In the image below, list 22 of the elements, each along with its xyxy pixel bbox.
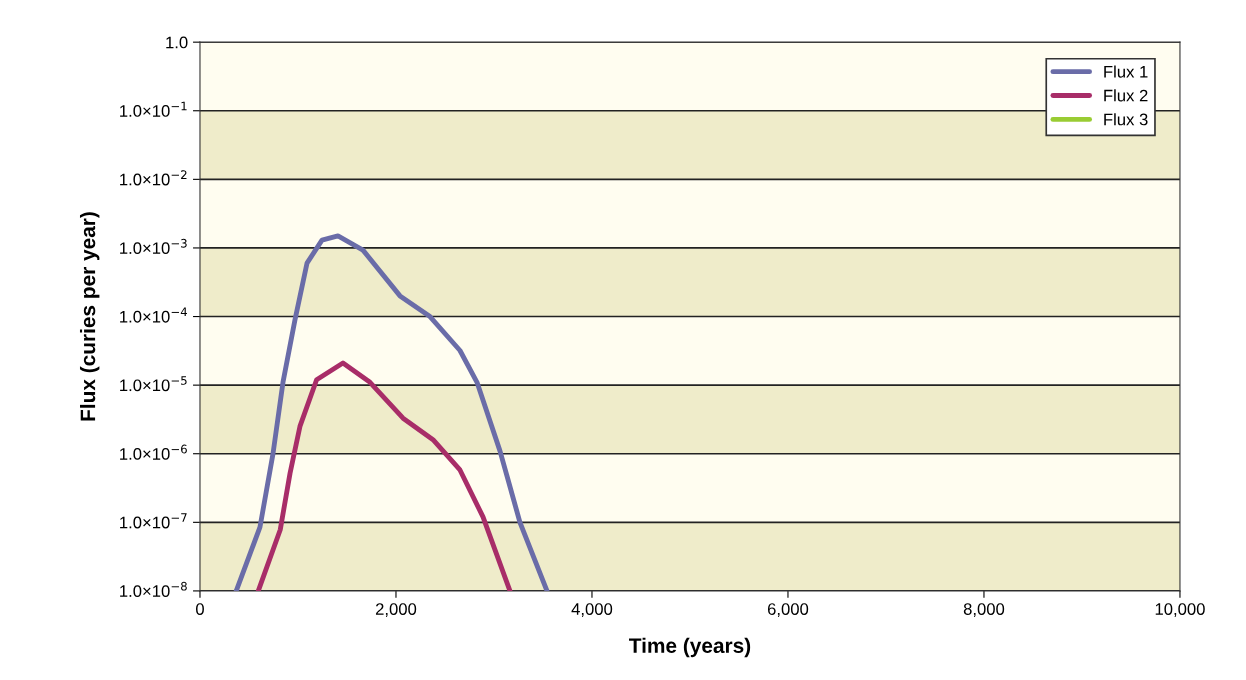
y-tick-label: 1.0×10$^{−5}$ (120, 376, 187, 392)
legend-label: Flux 1 (1104, 65, 1148, 78)
legend-label: Flux 2 (1104, 89, 1148, 102)
x-tick-label: 2,000 (375, 603, 417, 617)
x-tick-label: 10,000 (1155, 603, 1205, 617)
x-tick-label: 0 (196, 603, 204, 615)
y-tick-label: 1.0×10$^{−8}$ (120, 581, 187, 597)
y-tick-label: 1.0×10$^{−3}$ (120, 238, 187, 255)
y-tick-label: 1.0×10$^{−2}$ (120, 170, 187, 186)
line-series (233, 233, 550, 591)
y-tick-label: 1.0×10$^{−6}$ (120, 444, 187, 460)
legend-label: Flux 3 (1104, 113, 1148, 126)
x-tick-label: 4,000 (571, 603, 613, 617)
x-axis-title: Time (years) (629, 637, 751, 658)
y-tick-label: 1.0 (166, 36, 188, 49)
y-tick-label: 1.0×10$^{−7}$ (120, 513, 187, 529)
y-axis-title: Flux (curies per year) (79, 212, 100, 421)
y-tick-label: 1.0×10$^{−1}$ (120, 101, 187, 117)
y-tick-label: 1.0×10$^{−4}$ (120, 307, 187, 323)
x-tick-label: 6,000 (767, 603, 809, 617)
line-series (255, 360, 513, 591)
x-tick-label: 8,000 (963, 603, 1005, 617)
